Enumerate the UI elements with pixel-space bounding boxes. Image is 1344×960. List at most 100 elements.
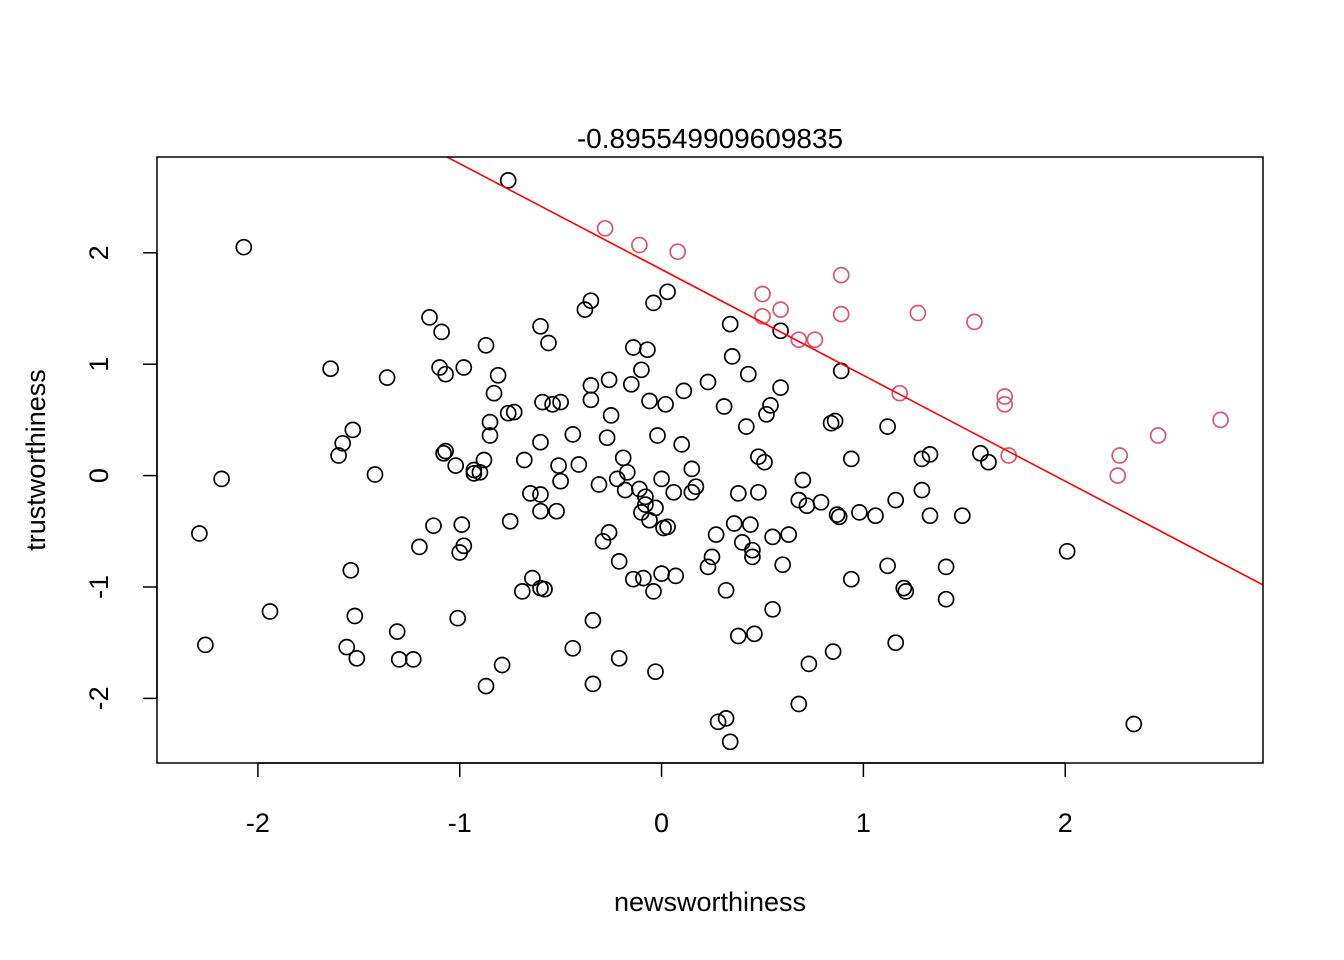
data-point bbox=[493, 656, 511, 674]
data-point bbox=[477, 677, 495, 695]
data-point bbox=[794, 471, 812, 489]
data-point bbox=[887, 491, 905, 509]
data-point bbox=[544, 395, 561, 413]
selected-point bbox=[996, 388, 1014, 405]
data-point bbox=[481, 427, 499, 444]
selected-point bbox=[669, 243, 687, 261]
data-point bbox=[737, 418, 755, 435]
data-point bbox=[622, 375, 640, 393]
data-point bbox=[707, 526, 725, 543]
data-point bbox=[826, 412, 844, 430]
data-point bbox=[699, 558, 717, 576]
data-point bbox=[378, 369, 396, 386]
data-point bbox=[812, 493, 830, 511]
selected-point bbox=[772, 301, 789, 318]
data-point bbox=[435, 444, 452, 462]
data-point bbox=[584, 612, 602, 629]
data-point bbox=[610, 553, 628, 570]
data-point bbox=[729, 627, 747, 645]
data-point bbox=[570, 456, 588, 473]
selected-point bbox=[966, 313, 983, 331]
data-point bbox=[739, 365, 757, 383]
chart-title: -0.895549909609835 bbox=[577, 123, 843, 154]
data-point bbox=[723, 348, 741, 365]
data-point bbox=[425, 517, 442, 535]
data-points bbox=[191, 172, 1229, 751]
data-point bbox=[683, 460, 701, 478]
data-point bbox=[433, 323, 450, 341]
data-point bbox=[887, 634, 905, 652]
data-point bbox=[348, 649, 366, 667]
data-point bbox=[330, 447, 347, 464]
data-point bbox=[447, 457, 465, 474]
selected-point bbox=[909, 304, 927, 322]
data-point bbox=[564, 639, 582, 657]
data-point bbox=[980, 453, 997, 471]
data-point bbox=[635, 569, 652, 587]
data-point bbox=[756, 453, 773, 471]
data-point bbox=[828, 506, 846, 523]
data-point bbox=[485, 384, 503, 402]
x-tick-label: 1 bbox=[856, 808, 871, 838]
data-point bbox=[489, 366, 507, 384]
data-point bbox=[610, 649, 628, 667]
x-tick-label: 2 bbox=[1058, 808, 1073, 838]
data-point bbox=[213, 470, 230, 488]
data-point bbox=[641, 511, 658, 529]
data-point bbox=[800, 655, 818, 673]
data-point bbox=[346, 607, 364, 625]
y-tick-label: 1 bbox=[84, 357, 114, 372]
data-point bbox=[790, 695, 808, 713]
y-tick-label: 0 bbox=[84, 468, 114, 483]
data-point bbox=[750, 448, 767, 466]
data-point bbox=[366, 466, 384, 483]
data-point bbox=[475, 451, 493, 469]
data-point bbox=[582, 292, 600, 310]
y-tick-label: -1 bbox=[84, 575, 114, 599]
data-point bbox=[536, 580, 553, 598]
data-point bbox=[867, 507, 884, 525]
data-point bbox=[594, 532, 612, 550]
x-axis-label: newsworthiness bbox=[614, 887, 806, 917]
data-point bbox=[744, 541, 761, 559]
data-point bbox=[822, 414, 840, 432]
data-point bbox=[197, 636, 214, 654]
data-point bbox=[772, 379, 789, 396]
data-point bbox=[657, 395, 674, 413]
data-point bbox=[637, 488, 654, 506]
data-point bbox=[552, 472, 569, 490]
selected-point bbox=[891, 384, 909, 402]
data-point bbox=[746, 625, 763, 643]
data-point bbox=[344, 421, 362, 439]
selected-point bbox=[631, 236, 648, 254]
selected-point bbox=[1109, 467, 1127, 484]
data-point bbox=[522, 485, 539, 502]
data-point bbox=[261, 603, 279, 620]
data-point bbox=[750, 483, 767, 501]
data-point bbox=[879, 418, 896, 435]
data-point bbox=[758, 405, 775, 423]
threshold-line bbox=[445, 157, 1263, 586]
data-point bbox=[744, 548, 761, 566]
data-point bbox=[338, 638, 356, 656]
data-point bbox=[552, 393, 569, 411]
data-point bbox=[532, 486, 549, 503]
data-point bbox=[717, 581, 735, 599]
data-point bbox=[675, 382, 693, 400]
selected-point bbox=[1111, 447, 1129, 464]
data-point bbox=[772, 322, 789, 340]
data-point bbox=[191, 525, 208, 542]
selected-point bbox=[1149, 427, 1167, 444]
data-point bbox=[532, 433, 549, 451]
data-point bbox=[513, 583, 531, 600]
data-point bbox=[717, 710, 735, 727]
selected-point bbox=[790, 331, 808, 349]
data-point bbox=[641, 392, 658, 410]
data-point bbox=[453, 516, 471, 533]
data-point bbox=[764, 600, 781, 618]
data-point bbox=[235, 238, 253, 256]
data-point bbox=[913, 450, 931, 468]
selected-point bbox=[806, 331, 824, 349]
data-point bbox=[699, 373, 717, 391]
